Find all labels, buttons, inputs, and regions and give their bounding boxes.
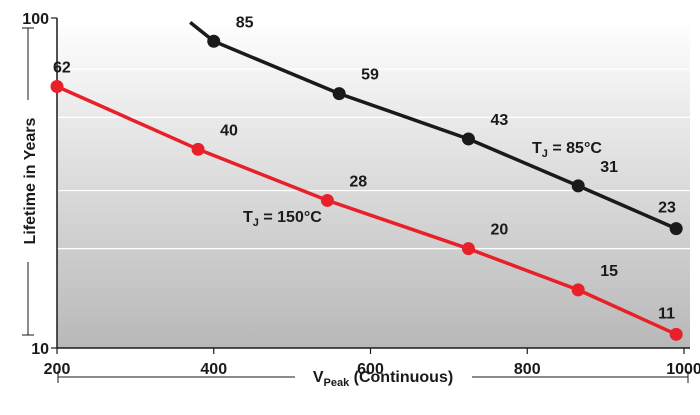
x-axis-title: VPeak (Continuous) [313, 369, 453, 389]
data-label: 23 [658, 200, 676, 217]
series-line [56, 84, 677, 336]
data-point [669, 222, 683, 236]
data-label: 62 [53, 60, 71, 77]
x-tick-label: 1000 [666, 361, 700, 378]
series-label-85c: TJ = 85°C [532, 140, 602, 160]
x-tick-label: 400 [200, 361, 227, 378]
data-point [571, 179, 585, 193]
data-point [332, 87, 346, 101]
y-tick-label: 10 [31, 341, 49, 358]
x-tick-label: 800 [514, 361, 541, 378]
data-point [571, 283, 585, 297]
data-label: 59 [361, 67, 379, 84]
y-axis-title: Lifetime in Years [22, 117, 39, 244]
data-label: 85 [236, 14, 254, 31]
y-axis-title-group: Lifetime in Years [22, 27, 39, 336]
series-layer: 85 59 43 31 23 62 40 28 20 15 11 [50, 14, 683, 341]
x-axis-title-sub: Peak [324, 377, 351, 389]
series-label-150c: TJ = 150°C [243, 209, 322, 229]
data-point [669, 327, 683, 341]
series-label-85c-main: T [532, 140, 542, 157]
x-axis-title-group: VPeak (Continuous) [57, 369, 689, 389]
data-label: 43 [490, 112, 508, 129]
data-label: 11 [658, 305, 675, 322]
axis-ticks: 200 400 600 800 1000 10 100 [22, 11, 700, 378]
x-axis-title-main: V [313, 369, 324, 386]
data-label: 40 [220, 122, 238, 139]
series-label-150c-main: T [243, 209, 253, 226]
data-point [50, 80, 64, 94]
series-label-85c-sub: J [542, 148, 548, 160]
data-point [461, 242, 475, 256]
data-label: 20 [490, 222, 508, 239]
data-point [320, 193, 334, 207]
x-axis-title-rest: (Continuous) [349, 369, 453, 386]
data-label: 31 [600, 159, 618, 176]
grid-lines [57, 68, 690, 250]
series-label-150c-sub: J [253, 217, 259, 229]
data-label: 28 [349, 173, 367, 190]
y-tick-label: 100 [22, 11, 49, 28]
data-point [191, 142, 205, 156]
data-point [461, 132, 475, 146]
data-point [207, 34, 221, 48]
series-label-85c-rest: = 85°C [548, 140, 602, 157]
x-tick-label: 600 [357, 361, 384, 378]
data-label: 15 [600, 263, 618, 280]
series-label-150c-rest: = 150°C [259, 209, 322, 226]
x-tick-label: 200 [44, 361, 71, 378]
